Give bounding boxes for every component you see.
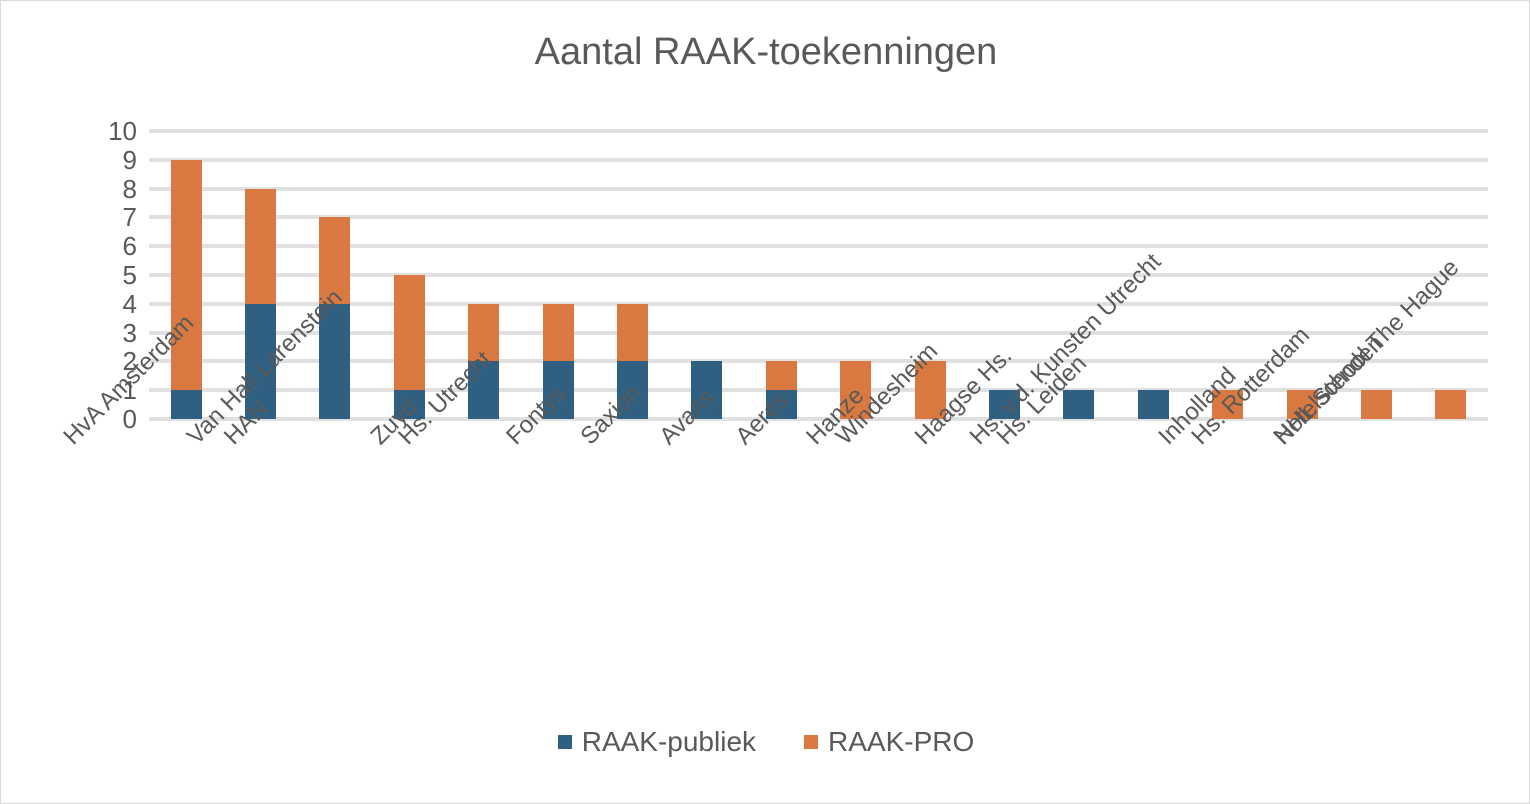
bar-segment[interactable] — [765, 361, 797, 391]
legend-item[interactable]: RAAK-PRO — [804, 728, 974, 756]
bar-group[interactable] — [840, 131, 872, 419]
bar-segment[interactable] — [319, 303, 351, 419]
y-axis: 10 9 8 7 6 5 4 3 2 1 0 — [61, 118, 137, 432]
plot-area — [149, 129, 1488, 421]
bar-group[interactable] — [1063, 131, 1095, 419]
bar-segment[interactable] — [468, 303, 500, 362]
legend-item[interactable]: RAAK-publiek — [557, 726, 757, 757]
bar-segment[interactable] — [542, 303, 574, 362]
bar-group[interactable] — [617, 131, 649, 419]
gridline — [149, 157, 1488, 162]
y-axis-tick-label: 5 — [122, 260, 137, 290]
y-axis-tick-label: 1 — [122, 375, 137, 406]
gridline — [149, 186, 1488, 191]
bar-group[interactable] — [393, 131, 425, 419]
legend-swatch-icon — [804, 735, 819, 749]
legend-label: RAAK-publiek — [581, 726, 757, 757]
legend-label: RAAK-PRO — [828, 726, 975, 757]
bar-group[interactable] — [691, 131, 723, 419]
bar-group[interactable] — [319, 131, 351, 419]
bar-segment[interactable] — [468, 361, 500, 419]
bar-group[interactable] — [1435, 131, 1467, 419]
bar-segment[interactable] — [393, 275, 425, 391]
bar-segment[interactable] — [1212, 390, 1244, 419]
bar-segment[interactable] — [765, 390, 797, 419]
bar-segment[interactable] — [1435, 390, 1467, 419]
bar-segment[interactable] — [617, 361, 649, 419]
bar-segment[interactable] — [393, 390, 425, 419]
gridline — [149, 359, 1488, 364]
bar-segment[interactable] — [691, 361, 723, 419]
bar-group[interactable] — [542, 131, 574, 419]
bar-segment[interactable] — [988, 390, 1020, 419]
bar-segment[interactable] — [245, 303, 277, 419]
gridline — [149, 330, 1488, 335]
bar-group[interactable] — [245, 131, 277, 419]
bar-segment[interactable] — [170, 390, 202, 419]
y-axis-tick-label: 8 — [122, 173, 137, 204]
gridline — [149, 388, 1488, 393]
chart-title: Aantal RAAK-toekenningen — [534, 31, 998, 73]
y-axis-tick-label: 7 — [122, 202, 137, 233]
y-axis-tick-label: 4 — [122, 288, 137, 319]
y-axis-tick-label: 10 — [108, 116, 137, 146]
bar-segment[interactable] — [170, 159, 202, 391]
y-axis-tick-label: 3 — [122, 317, 137, 348]
gridline — [149, 244, 1488, 249]
bar-segment[interactable] — [245, 188, 277, 304]
y-axis-tick-label: 2 — [122, 346, 137, 377]
gridline — [149, 215, 1488, 220]
bar-group[interactable] — [914, 131, 946, 419]
bar-segment[interactable] — [319, 217, 351, 304]
bar-segment[interactable] — [914, 361, 946, 419]
bar-group[interactable] — [170, 131, 202, 419]
bar-group[interactable] — [1212, 131, 1244, 419]
bar-segment[interactable] — [1063, 390, 1095, 419]
bar-segment[interactable] — [840, 361, 872, 419]
gridline — [149, 129, 1488, 133]
y-axis-tick-label: 9 — [122, 144, 137, 175]
bar-segment[interactable] — [617, 303, 649, 362]
y-axis-tick-label: 6 — [122, 231, 137, 262]
bar-group[interactable] — [1137, 131, 1169, 419]
bar-group[interactable] — [468, 131, 500, 419]
bar-group[interactable] — [765, 131, 797, 419]
bar-segment[interactable] — [1360, 390, 1392, 419]
y-axis-tick-label: 0 — [122, 404, 137, 434]
chart-legend: RAAK-publiek RAAK-PRO — [1, 726, 1529, 757]
bar-segment[interactable] — [542, 361, 574, 419]
gridline — [149, 417, 1488, 421]
gridline — [149, 273, 1488, 277]
bar-group[interactable] — [1286, 131, 1318, 419]
bar-segment[interactable] — [1286, 390, 1318, 419]
bar-group[interactable] — [1360, 131, 1392, 419]
legend-swatch-icon — [557, 735, 572, 749]
gridline — [149, 301, 1488, 306]
bar-group[interactable] — [988, 131, 1020, 419]
bar-segment[interactable] — [1137, 390, 1169, 419]
